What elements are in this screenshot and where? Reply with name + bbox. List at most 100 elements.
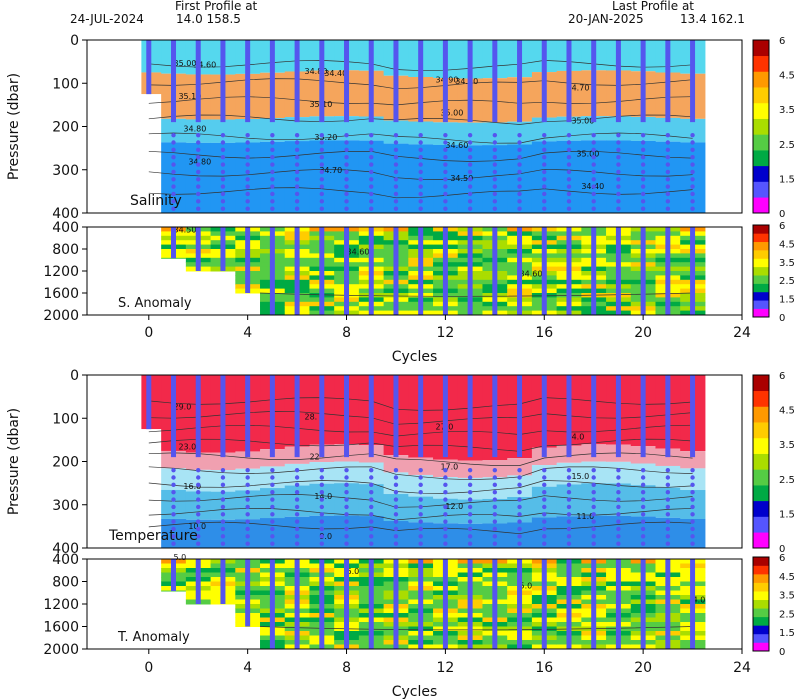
colorbar-swatch bbox=[753, 258, 769, 268]
field-cell bbox=[556, 462, 582, 485]
profile-point bbox=[492, 475, 498, 480]
profile-point bbox=[418, 177, 423, 182]
profile-point bbox=[566, 497, 572, 502]
profile-point bbox=[616, 162, 621, 167]
profile-point bbox=[542, 519, 547, 524]
y-axis-label: Pressure (dbar) bbox=[6, 408, 22, 515]
profile-point bbox=[393, 526, 399, 532]
profile-point bbox=[196, 526, 201, 532]
profile-point bbox=[319, 132, 325, 138]
field-cell bbox=[630, 463, 656, 486]
profile-point bbox=[443, 504, 448, 510]
profile-point bbox=[418, 534, 423, 539]
profile-point bbox=[665, 475, 671, 480]
profile-point bbox=[467, 519, 473, 524]
profile-point bbox=[294, 147, 300, 153]
profile-point bbox=[270, 467, 275, 473]
colorbar-tick-label: 3.5 bbox=[779, 258, 795, 269]
field-cell bbox=[680, 118, 706, 143]
profile-point bbox=[517, 497, 522, 502]
profile-point bbox=[196, 482, 201, 488]
profile-point bbox=[196, 519, 201, 524]
field-cell bbox=[260, 118, 286, 142]
colorbar-tick-label: 0 bbox=[779, 209, 785, 220]
profile-point bbox=[690, 519, 695, 524]
profile-point bbox=[690, 482, 695, 488]
profile-point bbox=[616, 490, 621, 495]
profile-point bbox=[418, 497, 423, 502]
profile-point bbox=[245, 497, 250, 502]
profile-point bbox=[517, 132, 522, 138]
field-cell bbox=[210, 470, 236, 492]
profile-point bbox=[369, 482, 374, 488]
profile-point bbox=[467, 132, 473, 138]
y-tick-label: 2000 bbox=[43, 308, 79, 324]
first-profile-label: First Profile at bbox=[175, 0, 258, 13]
profile-point bbox=[220, 206, 226, 211]
colorbar-swatch bbox=[753, 55, 769, 72]
colorbar-tick-label: 2.5 bbox=[779, 609, 795, 620]
x-tick-label: 20 bbox=[634, 325, 652, 341]
field-cell bbox=[185, 452, 212, 470]
colorbar-swatch bbox=[753, 241, 769, 251]
colorbar-swatch bbox=[753, 197, 769, 214]
colorbar-swatch bbox=[753, 118, 769, 135]
profile-point bbox=[467, 162, 473, 167]
profile-point bbox=[591, 140, 596, 145]
profile-point bbox=[393, 162, 399, 167]
profile-point bbox=[665, 155, 671, 160]
profile-point bbox=[591, 169, 596, 175]
profile-point bbox=[319, 169, 325, 175]
profile-point bbox=[344, 191, 349, 197]
contour-label: 35.10 bbox=[178, 92, 201, 101]
profile-point bbox=[492, 155, 498, 160]
profile-point bbox=[492, 541, 498, 546]
profile-point bbox=[319, 206, 325, 211]
profile-point bbox=[344, 199, 349, 204]
profile-point bbox=[369, 475, 374, 480]
contour-label: 34.30 bbox=[455, 77, 478, 86]
profile-point bbox=[542, 177, 547, 182]
profile-point bbox=[492, 534, 498, 539]
profile-point bbox=[443, 155, 448, 160]
colorbar-tick-label: 3.5 bbox=[779, 105, 795, 116]
profile-point bbox=[517, 482, 522, 488]
profile-point bbox=[369, 512, 374, 517]
profile-point bbox=[393, 132, 399, 138]
profile-point bbox=[369, 199, 374, 204]
anomaly-contour-line bbox=[260, 292, 693, 297]
profile-point bbox=[220, 504, 226, 510]
profile-point bbox=[196, 497, 201, 502]
profile-point bbox=[591, 206, 596, 211]
profile-point bbox=[542, 140, 547, 145]
profile-point bbox=[616, 140, 621, 145]
profile-point bbox=[393, 155, 399, 160]
anomaly-label-box bbox=[88, 620, 218, 649]
profile-point bbox=[369, 191, 374, 197]
profile-point bbox=[220, 191, 226, 197]
profile-point bbox=[616, 184, 621, 189]
profile-point bbox=[294, 512, 300, 517]
profile-point bbox=[665, 177, 671, 182]
profile-point bbox=[566, 140, 572, 145]
profile-point bbox=[245, 482, 250, 488]
profile-point bbox=[220, 490, 226, 495]
profile-point bbox=[467, 534, 473, 539]
profile-point bbox=[665, 526, 671, 532]
profile-point bbox=[196, 206, 201, 211]
profile-point bbox=[196, 512, 201, 517]
profile-point bbox=[393, 519, 399, 524]
profile-point bbox=[591, 184, 596, 189]
profile-point bbox=[393, 191, 399, 197]
y-tick-label: 800 bbox=[52, 242, 79, 258]
anomaly-contour-label: 34.50 bbox=[174, 226, 197, 235]
colorbar-tick-label: 0 bbox=[779, 544, 785, 555]
profile-point bbox=[418, 132, 423, 138]
profile-point bbox=[171, 184, 176, 189]
profile-point bbox=[418, 155, 423, 160]
profile-point bbox=[591, 512, 596, 517]
contour-label: 12.0 bbox=[445, 502, 463, 511]
profile-point bbox=[443, 162, 448, 167]
profile-point bbox=[344, 467, 349, 473]
profile-point bbox=[270, 184, 275, 189]
